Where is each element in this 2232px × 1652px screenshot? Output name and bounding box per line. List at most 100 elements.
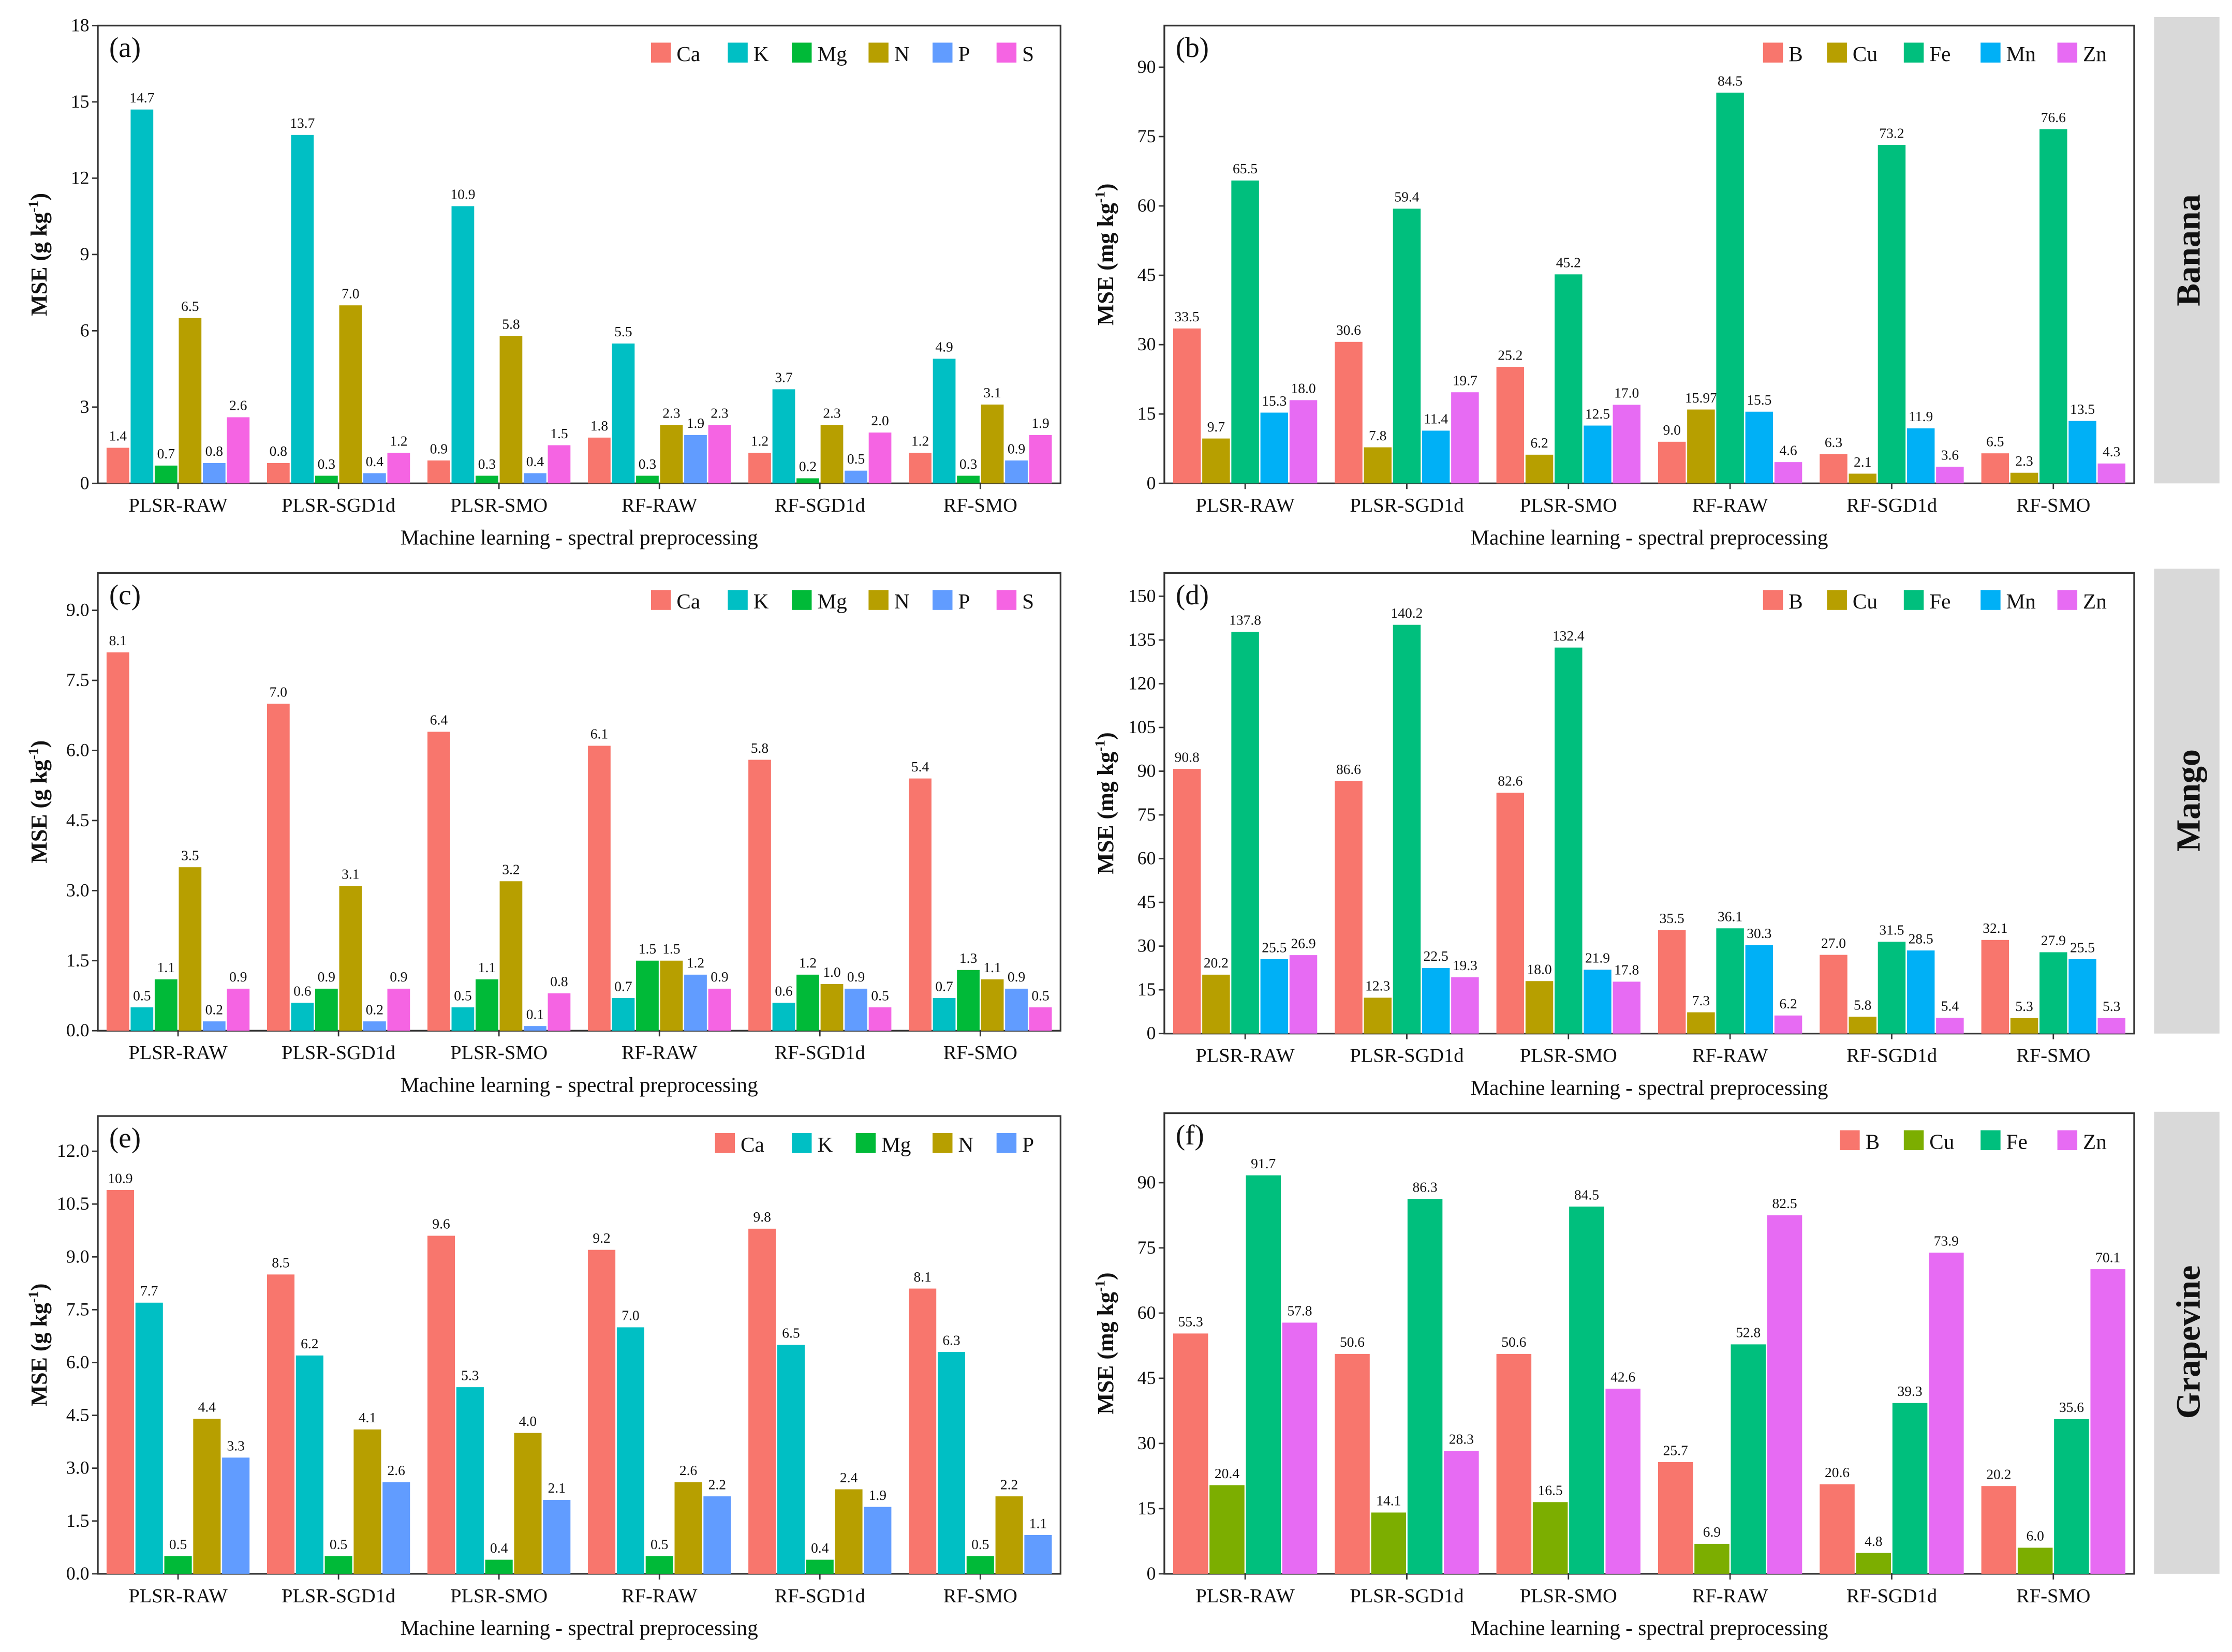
data-label: 0.9 [390,969,407,985]
bar-cu [1849,473,1876,484]
bar-ca [106,652,129,1031]
data-label: 20.6 [1825,1465,1850,1480]
data-label: 6.1 [590,726,608,742]
bar-n [981,979,1004,1031]
data-label: 73.9 [1934,1233,1959,1248]
bar-mg [315,475,338,484]
chart-d: 0 15 30 45 60 75 90 105 120 135 150 MSE (mg kg-1) Ma… [1092,572,2135,1099]
bar-cu [1525,454,1554,484]
data-label: 1.2 [911,434,929,449]
bar-n [179,318,202,484]
bar-ca [748,1228,776,1574]
plot-frame [97,24,1061,484]
legend-label: Ca [741,1133,764,1156]
legend-swatch-mg [791,42,812,63]
data-label: 21.9 [1585,950,1610,966]
bar-b [1335,341,1363,484]
bar-s [548,993,571,1031]
bar-cu [1364,447,1392,484]
data-label: 0.8 [270,443,287,459]
legend-swatch-mg [855,1133,876,1153]
x-tick-label: RF-RAW [622,495,698,516]
x-tick-label: RF-RAW [1692,1585,1768,1607]
bar-k [130,109,154,484]
bar-n [820,984,844,1031]
x-axis-label: Machine learning - spectral preprocessin… [401,525,758,549]
y-tick-label: 0.0 [66,1563,90,1584]
bar-b [1496,1353,1532,1574]
panel-label: (c) [109,579,141,611]
data-label: 8.1 [914,1269,932,1285]
bar-b [1658,441,1686,484]
bar-ca [588,1249,616,1574]
data-label: 25.5 [1262,940,1287,955]
legend-label: Fe [2006,1129,2028,1153]
data-label: 30.6 [1336,322,1361,338]
x-tick-label: RF-RAW [1692,1045,1768,1067]
data-label: 76.6 [2041,110,2066,125]
bar-p [845,988,867,1031]
bar-p [363,1021,386,1031]
data-label: 6.2 [1530,435,1548,451]
data-label: 5.3 [2015,999,2033,1014]
data-label: 0.9 [847,969,865,985]
data-label: 0.3 [639,456,656,472]
bar-mg [636,475,659,484]
legend-label: K [753,589,769,613]
data-label: 25.2 [1498,347,1523,363]
legend-swatch-fe [1903,42,1924,63]
bar-mg [796,478,819,484]
legend-swatch-p [933,42,953,63]
bar-ca [909,1288,937,1574]
y-tick-label: 60 [1137,1302,1156,1323]
x-tick-label: PLSR-SMO [450,1585,548,1607]
legend-label: P [1022,1133,1034,1156]
bar-mn [1906,950,1935,1034]
data-label: 0.9 [229,969,247,985]
data-label: 6.5 [782,1326,800,1341]
bar-zn [1444,1451,1479,1574]
data-label: 26.9 [1291,935,1315,951]
legend-label: Zn [2083,1129,2107,1153]
legend-swatch-b [1763,590,1783,610]
legend-swatch-mg [791,590,812,610]
legend-label: B [1788,42,1802,66]
panel-label: (b) [1176,32,1209,63]
data-label: 1.1 [157,960,175,975]
bar-n [981,404,1004,484]
data-label: 7.0 [622,1308,639,1323]
data-label: 3.1 [342,867,359,882]
bar-cu [1202,974,1230,1034]
y-tick-label: 15 [1137,1498,1156,1519]
data-label: 0.8 [205,443,223,459]
data-label: 6.5 [181,299,199,314]
data-label: 20.2 [1986,1466,2011,1482]
y-tick-label: 15 [71,91,90,112]
data-label: 59.4 [1394,189,1419,205]
data-label: 1.8 [590,418,608,434]
bar-zn [1451,392,1479,484]
data-label: 70.1 [2095,1249,2120,1265]
data-label: 84.5 [1718,73,1742,88]
data-label: 1.1 [983,960,1001,975]
data-label: 73.2 [1879,125,1904,141]
y-tick-label: 105 [1128,717,1156,737]
data-label: 6.9 [1703,1524,1721,1540]
legend-label: S [1022,42,1034,66]
bar-zn [1289,400,1318,484]
y-tick-label: 90 [1137,761,1156,781]
data-label: 1.9 [869,1487,886,1503]
bar-zn [1282,1322,1318,1574]
data-label: 18.0 [1291,381,1315,396]
data-label: 5.8 [1854,997,1871,1013]
y-tick-label: 30 [1137,334,1156,354]
bar-mg [476,979,498,1031]
bar-ca [909,453,932,484]
bar-fe [2054,1419,2089,1574]
bar-zn [1774,462,1802,484]
bar-fe [1878,942,1906,1034]
data-label: 18.0 [1527,962,1552,977]
bar-s [1029,1007,1052,1031]
bar-ca [588,437,611,484]
bar-b [1820,454,1847,484]
